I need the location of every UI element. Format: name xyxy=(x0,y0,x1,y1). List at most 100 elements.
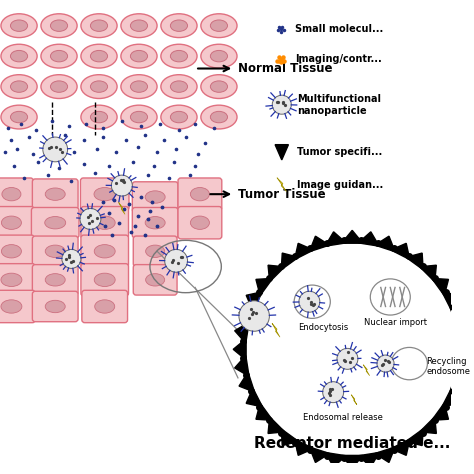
FancyBboxPatch shape xyxy=(32,291,78,322)
FancyBboxPatch shape xyxy=(0,264,35,296)
FancyBboxPatch shape xyxy=(132,182,178,212)
Ellipse shape xyxy=(94,216,115,229)
Polygon shape xyxy=(246,292,263,310)
Ellipse shape xyxy=(94,188,116,201)
Ellipse shape xyxy=(41,44,77,68)
Circle shape xyxy=(323,382,344,402)
Ellipse shape xyxy=(94,245,115,258)
Polygon shape xyxy=(325,453,346,467)
Polygon shape xyxy=(419,265,437,282)
Ellipse shape xyxy=(121,75,157,99)
Ellipse shape xyxy=(191,216,210,229)
Circle shape xyxy=(43,137,68,162)
Ellipse shape xyxy=(161,75,197,99)
Ellipse shape xyxy=(2,188,21,201)
FancyBboxPatch shape xyxy=(0,178,33,210)
Ellipse shape xyxy=(130,50,147,62)
Polygon shape xyxy=(325,232,346,246)
Ellipse shape xyxy=(81,75,117,99)
Ellipse shape xyxy=(94,273,115,286)
Ellipse shape xyxy=(45,301,65,313)
Polygon shape xyxy=(310,447,329,463)
Ellipse shape xyxy=(130,20,147,31)
Circle shape xyxy=(245,242,460,457)
Ellipse shape xyxy=(91,111,108,123)
Ellipse shape xyxy=(41,75,77,99)
Polygon shape xyxy=(246,388,263,407)
Polygon shape xyxy=(281,429,299,446)
Ellipse shape xyxy=(50,81,68,92)
Polygon shape xyxy=(351,395,357,404)
Polygon shape xyxy=(442,388,458,407)
Ellipse shape xyxy=(121,44,157,68)
Text: Multifunctional: Multifunctional xyxy=(297,94,381,104)
Ellipse shape xyxy=(1,105,37,129)
Ellipse shape xyxy=(161,14,197,37)
Circle shape xyxy=(62,249,81,268)
FancyBboxPatch shape xyxy=(132,208,178,238)
Text: Normal Tissue: Normal Tissue xyxy=(238,62,332,75)
FancyBboxPatch shape xyxy=(178,178,222,210)
Ellipse shape xyxy=(201,75,237,99)
Ellipse shape xyxy=(121,14,157,37)
Ellipse shape xyxy=(10,50,27,62)
Ellipse shape xyxy=(145,191,165,203)
Polygon shape xyxy=(342,456,363,468)
Circle shape xyxy=(337,348,358,369)
FancyBboxPatch shape xyxy=(133,264,177,295)
Ellipse shape xyxy=(145,217,165,229)
Polygon shape xyxy=(406,429,423,446)
Ellipse shape xyxy=(191,188,210,201)
Polygon shape xyxy=(294,243,313,260)
Text: Small molecul...: Small molecul... xyxy=(295,24,383,34)
Ellipse shape xyxy=(1,216,21,229)
Ellipse shape xyxy=(95,300,115,313)
Ellipse shape xyxy=(146,245,164,257)
Polygon shape xyxy=(364,365,370,375)
Polygon shape xyxy=(275,145,288,160)
Ellipse shape xyxy=(146,273,164,286)
Ellipse shape xyxy=(81,14,117,37)
FancyBboxPatch shape xyxy=(32,264,78,295)
Polygon shape xyxy=(358,232,379,246)
Polygon shape xyxy=(406,253,423,270)
Polygon shape xyxy=(256,278,273,296)
Polygon shape xyxy=(391,439,410,456)
Text: Recycling
endosome: Recycling endosome xyxy=(427,357,471,376)
Polygon shape xyxy=(268,417,285,433)
Text: Endosomal release: Endosomal release xyxy=(303,413,383,422)
Ellipse shape xyxy=(210,111,228,123)
FancyBboxPatch shape xyxy=(81,235,128,267)
FancyBboxPatch shape xyxy=(0,290,35,323)
Polygon shape xyxy=(294,439,313,456)
Ellipse shape xyxy=(45,273,65,286)
Ellipse shape xyxy=(170,81,188,92)
Ellipse shape xyxy=(1,44,37,68)
Ellipse shape xyxy=(1,14,37,37)
FancyBboxPatch shape xyxy=(32,236,78,266)
Ellipse shape xyxy=(170,20,188,31)
Ellipse shape xyxy=(130,81,147,92)
Ellipse shape xyxy=(210,81,228,92)
FancyBboxPatch shape xyxy=(81,207,128,239)
Ellipse shape xyxy=(201,44,237,68)
Polygon shape xyxy=(456,322,470,343)
Polygon shape xyxy=(442,292,458,310)
FancyBboxPatch shape xyxy=(32,179,78,210)
Ellipse shape xyxy=(10,111,27,123)
Text: Tumor specifi...: Tumor specifi... xyxy=(297,147,382,157)
Polygon shape xyxy=(450,372,465,392)
Text: Image guidan...: Image guidan... xyxy=(297,180,383,190)
Polygon shape xyxy=(419,417,437,433)
Ellipse shape xyxy=(1,245,21,258)
Polygon shape xyxy=(342,230,363,243)
Circle shape xyxy=(377,355,394,372)
Circle shape xyxy=(272,95,292,114)
FancyBboxPatch shape xyxy=(0,235,34,267)
Ellipse shape xyxy=(45,188,65,201)
FancyBboxPatch shape xyxy=(0,207,34,239)
Polygon shape xyxy=(450,306,465,327)
Text: Receptor mediated e...: Receptor mediated e... xyxy=(254,436,450,451)
Polygon shape xyxy=(375,236,395,252)
Ellipse shape xyxy=(41,14,77,37)
